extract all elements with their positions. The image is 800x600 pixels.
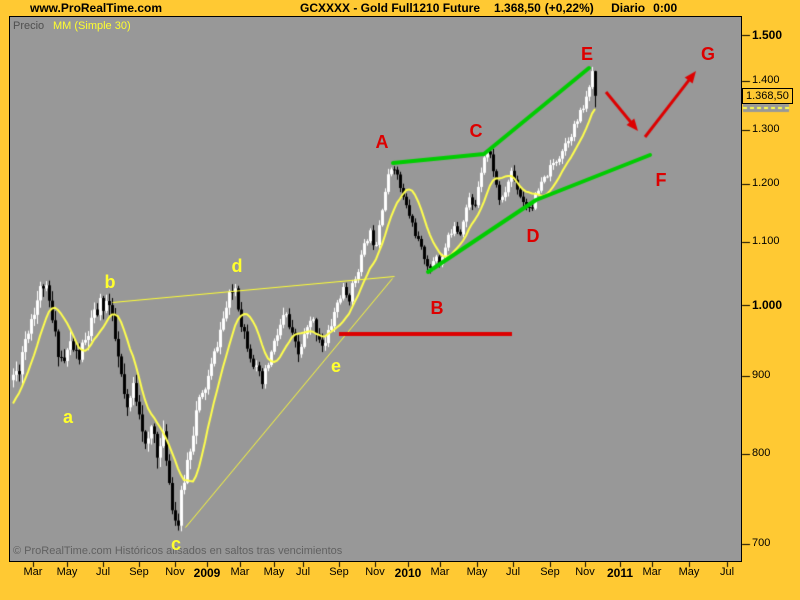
wave-label-c[interactable]: c — [170, 534, 182, 554]
copyright-note: © ProRealTime.com Históricos alisados en… — [13, 545, 343, 557]
x-tick-label: Jul — [295, 566, 311, 578]
y-tick-label: 900 — [752, 368, 771, 381]
x-tick-label: Nov — [365, 566, 385, 578]
y-tick-label: 1.200 — [752, 176, 780, 189]
x-tick-label: May — [56, 566, 78, 578]
x-tick-label: May — [263, 566, 285, 578]
wave-label-e[interactable]: e — [330, 356, 342, 376]
wave-label-D[interactable]: D — [526, 226, 540, 246]
wave-label-F[interactable]: F — [655, 170, 667, 190]
y-tick-label: 1.300 — [752, 123, 780, 136]
y-tick-label: 1.100 — [752, 234, 780, 247]
x-tick-label: Mar — [23, 566, 43, 578]
x-tick-label: Jul — [505, 566, 521, 578]
x-tick-label: Jul — [95, 566, 111, 578]
last-price-tag: 1.368,50 — [742, 87, 793, 104]
wave-label-G[interactable]: G — [700, 44, 716, 64]
ma-indicator-legend[interactable]: MM (Simple 30) — [53, 20, 131, 32]
x-tick-label: May — [466, 566, 488, 578]
wave-label-a[interactable]: a — [62, 407, 74, 427]
y-tick-label: 1.500 — [752, 27, 783, 42]
y-tick-label: 1.400 — [752, 73, 780, 86]
x-tick-label: 2009 — [193, 566, 221, 580]
x-tick-label: Mar — [642, 566, 662, 578]
wave-label-E[interactable]: E — [580, 44, 594, 64]
x-tick-label: May — [678, 566, 700, 578]
x-tick-label: Sep — [129, 566, 149, 578]
x-tick-label: Mar — [230, 566, 250, 578]
wave-label-b[interactable]: b — [104, 272, 116, 292]
x-tick-label: Sep — [540, 566, 560, 578]
x-tick-label: Nov — [575, 566, 595, 578]
y-tick-label: 1.000 — [752, 298, 783, 313]
x-tick-label: 2010 — [394, 566, 422, 580]
wave-label-d[interactable]: d — [231, 256, 243, 276]
pane-label-precio: Precio — [13, 20, 45, 32]
x-tick-label: Sep — [329, 566, 349, 578]
wave-label-C[interactable]: C — [469, 121, 483, 141]
wave-label-A[interactable]: A — [375, 132, 389, 152]
x-tick-label: Mar — [430, 566, 450, 578]
x-tick-label: Jul — [719, 566, 735, 578]
x-tick-label: 2011 — [606, 566, 634, 580]
x-tick-label: Nov — [165, 566, 185, 578]
y-tick-label: 800 — [752, 447, 771, 460]
wave-label-B[interactable]: B — [430, 298, 444, 318]
y-tick-label: 700 — [752, 536, 771, 549]
